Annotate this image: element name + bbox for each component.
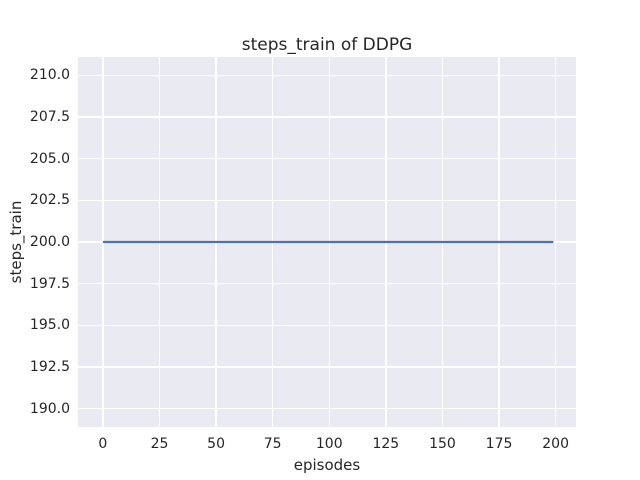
gridline-horizontal: [78, 324, 576, 327]
y-tick-label: 207.5: [29, 109, 70, 125]
x-axis-label: episodes: [293, 456, 361, 474]
x-tick-label: 0: [98, 436, 108, 452]
gridline-horizontal: [78, 157, 576, 160]
series-layer: [102, 240, 554, 244]
y-tick-label: 205.0: [29, 150, 70, 167]
y-tick-label: 197.5: [29, 275, 70, 292]
gridline-horizontal: [78, 407, 576, 410]
plot-area: [78, 57, 576, 427]
x-tick-label: 125: [372, 436, 400, 452]
gridline-horizontal: [78, 282, 576, 285]
y-tick-label: 195.0: [29, 317, 70, 334]
gridline-horizontal: [78, 366, 576, 368]
x-tick-label: 175: [485, 436, 513, 452]
y-tick-label: 210.0: [29, 67, 70, 84]
gridline-vertical: [554, 57, 557, 427]
gridline-horizontal: [78, 116, 576, 118]
x-tick-label: 50: [207, 436, 225, 452]
gridline-horizontal: [78, 74, 576, 77]
y-tick-label: 190.0: [29, 400, 70, 417]
x-tick-label: 75: [263, 436, 282, 452]
gridline-horizontal: [78, 199, 576, 202]
chart-title: steps_train of DDPG: [241, 35, 413, 55]
y-tick-label: 192.5: [29, 359, 70, 375]
x-tick-label: 25: [150, 436, 169, 452]
x-tick-label: 200: [542, 436, 569, 452]
x-tick-label: 100: [315, 436, 343, 452]
x-tick-label: 150: [429, 436, 456, 452]
y-tick-label: 200.0: [29, 234, 70, 250]
y-tick-label: 202.5: [29, 192, 70, 209]
gridline-vertical: [102, 57, 104, 427]
